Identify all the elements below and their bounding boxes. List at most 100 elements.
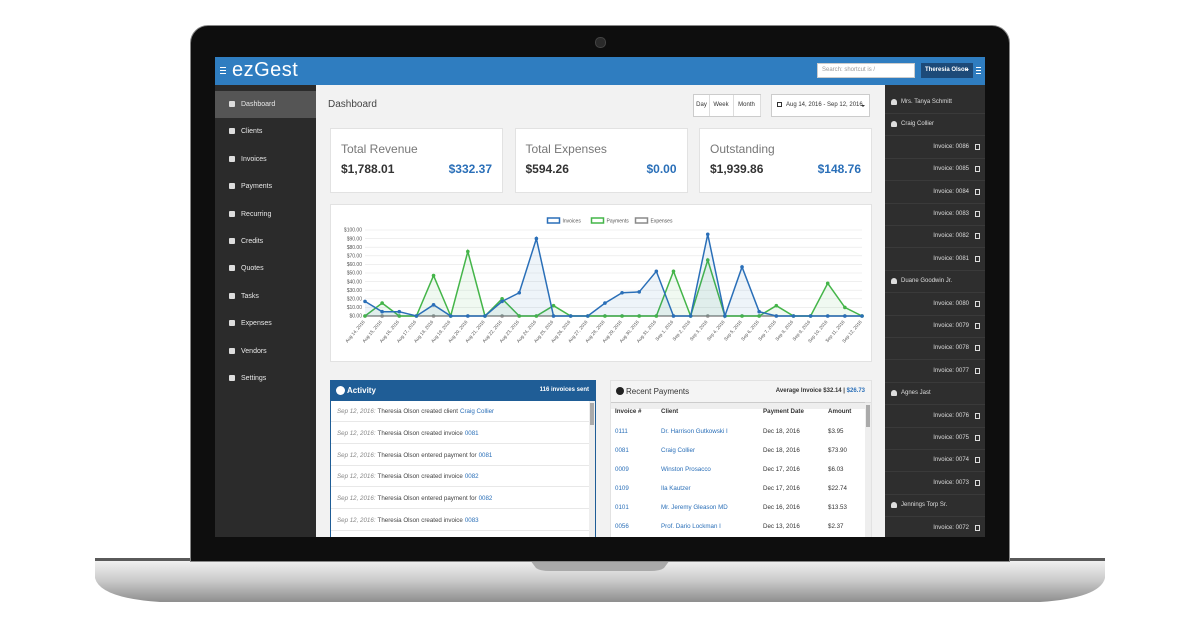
nav-item[interactable]: Tasks [215, 283, 316, 310]
invoice-row[interactable]: Invoice: 0072 [885, 517, 985, 537]
invoice-row[interactable]: Invoice: 0075 [885, 427, 985, 450]
client-row[interactable]: Craig Collier [885, 113, 985, 137]
legend-swatch [590, 217, 605, 224]
invoice-row[interactable]: Invoice: 0074 [885, 449, 985, 473]
data-point [483, 314, 487, 318]
nav-item[interactable]: Quotes [215, 255, 316, 282]
range-button[interactable]: Day [694, 95, 710, 116]
invoice-row[interactable]: Invoice: 0080 [885, 293, 985, 316]
activity-link[interactable]: 0081 [464, 429, 479, 437]
table-cell[interactable]: Craig Collier [661, 447, 696, 454]
nav-label: Recurring [241, 210, 272, 218]
activity-link[interactable]: 0083 [464, 517, 479, 524]
table-cell[interactable]: Winston Prosacco [661, 466, 711, 473]
invoice-label: Invoice: 0074 [933, 457, 969, 464]
y-tick-label: $10.00 [347, 305, 363, 311]
logo[interactable]: ezGest [232, 59, 299, 81]
invoice-row[interactable]: Invoice: 0076 [885, 405, 985, 428]
table-cell[interactable]: 0101 [615, 504, 629, 511]
nav-item[interactable]: Credits [215, 228, 316, 255]
client-row[interactable]: Mrs. Tanya Schmitt [885, 91, 985, 114]
nav-item[interactable]: Clients [215, 118, 316, 145]
data-point [568, 314, 573, 318]
table-cell[interactable]: 0056 [615, 523, 629, 530]
nav-item[interactable]: Dashboard [215, 91, 316, 118]
invoice-label: Invoice: 0080 [933, 300, 969, 307]
table-cell: $73.90 [828, 447, 847, 454]
scrollbar[interactable] [589, 401, 595, 537]
table-cell[interactable]: 0009 [615, 466, 629, 473]
invoice-row[interactable]: Invoice: 0073 [885, 472, 985, 495]
range-button[interactable]: Month [733, 95, 761, 116]
nav-item[interactable]: Payments [215, 173, 316, 200]
nav-label: Credits [241, 238, 264, 245]
table-cell[interactable]: Dr. Harrison Gutkowski I [661, 428, 728, 435]
invoice-row[interactable]: Invoice: 0086 [885, 136, 985, 159]
nav-item[interactable]: Settings [215, 365, 316, 392]
data-point [791, 314, 796, 318]
nav-item[interactable]: Vendors [215, 338, 316, 365]
invoice-row[interactable]: Invoice: 0084 [885, 181, 985, 204]
activity-link[interactable]: 0082 [464, 473, 479, 481]
nav-item[interactable]: Expenses [215, 310, 316, 337]
table-cell: $13.53 [828, 504, 847, 511]
invoice-row[interactable]: Invoice: 0082 [885, 225, 985, 249]
data-point [774, 314, 779, 318]
client-row[interactable]: Agnes Jast [885, 382, 985, 406]
activity-item: Sep 12, 2016: Theresia Olson created invo… [331, 466, 589, 488]
scrollbar[interactable] [865, 403, 871, 537]
stat-card: Total Revenue $1,788.01 $332.37 [330, 128, 503, 193]
invoice-row[interactable]: Invoice: 0077 [885, 360, 985, 383]
scroll-thumb[interactable] [866, 405, 870, 427]
invoice-row[interactable]: Invoice: 0081 [885, 248, 985, 271]
nav-item[interactable]: Invoices [215, 146, 316, 173]
invoice-label: Invoice: 0078 [933, 345, 969, 352]
activity-item: Sep 12, 2016: Theresia Olson created clie… [331, 401, 589, 422]
activity-text: Theresia Olson entered payment for [377, 451, 477, 459]
invoice-row[interactable]: Invoice: 0079 [885, 315, 985, 338]
menu-icon[interactable] [220, 67, 226, 68]
legend-swatch [546, 217, 561, 224]
range-button[interactable]: Week [709, 95, 734, 116]
invoice-row[interactable]: Invoice: 0083 [885, 203, 985, 226]
chart-panel: $0.00 $10.00 $20.00 $30.00 $40.00 $50.00 $60.0… [330, 204, 872, 362]
y-tick-label: $100.00 [344, 228, 362, 234]
table-cell[interactable]: 0109 [615, 485, 629, 492]
range-group: Day Week Month [693, 94, 761, 117]
table-cell[interactable]: 0081 [615, 447, 629, 454]
activity-link[interactable]: Craig Collier [460, 408, 495, 415]
row-rule [611, 403, 865, 404]
y-tick-label: $40.00 [347, 279, 363, 285]
data-point [363, 314, 367, 318]
activity-item: Sep 12, 2016: Theresia Olson created invo… [331, 423, 589, 444]
activity-item: Sep 12, 2016: Theresia Olson entered paym… [331, 445, 589, 466]
table-cell[interactable]: Mr. Jeremy Gleason MD [661, 504, 728, 511]
doc-icon [975, 479, 980, 486]
client-name: Duane Goodwin Jr. [901, 278, 953, 285]
user-icon [891, 121, 897, 128]
data-point [637, 290, 642, 294]
y-tick-label: $60.00 [347, 262, 363, 268]
client-row[interactable]: Jennings Torp Sr. [885, 494, 985, 518]
table-cell[interactable]: Ila Kautzer [661, 485, 691, 492]
invoice-row[interactable]: Invoice: 0085 [885, 158, 985, 182]
scroll-thumb[interactable] [590, 403, 594, 425]
date-range-picker[interactable]: Aug 14, 2016 - Sep 12, 2016 [771, 94, 870, 117]
menu-icon[interactable] [976, 67, 981, 68]
nav-item[interactable]: Recurring [215, 201, 316, 228]
table-cell[interactable]: Prof. Dario Lockman I [661, 523, 721, 530]
activity-link[interactable]: 0082 [478, 495, 493, 503]
table-cell: Dec 13, 2016 [763, 523, 800, 530]
activity-link[interactable]: 0081 [478, 451, 493, 459]
client-row[interactable]: Duane Goodwin Jr. [885, 270, 985, 294]
activity-summary: 116 invoices sent [539, 387, 589, 393]
activity-date: Sep 12, 2016: [337, 451, 376, 459]
search-input[interactable]: Search: shortcut is / [817, 63, 915, 78]
doc-icon [975, 435, 980, 441]
activity-panel: Activity 116 invoices sent Sep 12, 2016:… [330, 380, 596, 537]
user-menu[interactable]: Theresia Olson [921, 63, 973, 78]
invoice-row[interactable]: Invoice: 0078 [885, 337, 985, 361]
table-cell[interactable]: 0111 [615, 428, 628, 435]
data-point [380, 314, 384, 318]
camera [595, 37, 606, 48]
